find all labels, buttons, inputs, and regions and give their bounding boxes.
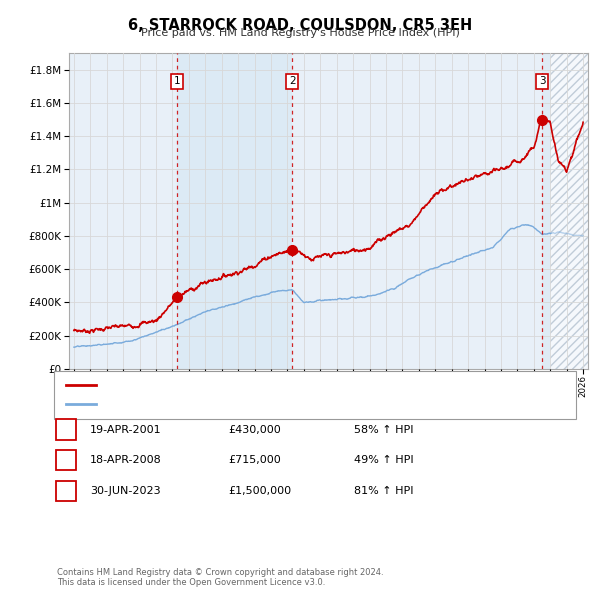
Text: 6, STARROCK ROAD, COULSDON, CR5 3EH: 6, STARROCK ROAD, COULSDON, CR5 3EH bbox=[128, 18, 472, 32]
Text: £430,000: £430,000 bbox=[228, 425, 281, 434]
Text: 58% ↑ HPI: 58% ↑ HPI bbox=[354, 425, 413, 434]
Text: Price paid vs. HM Land Registry's House Price Index (HPI): Price paid vs. HM Land Registry's House … bbox=[140, 28, 460, 38]
Text: 3: 3 bbox=[62, 486, 70, 496]
Text: 3: 3 bbox=[539, 76, 545, 86]
Text: 49% ↑ HPI: 49% ↑ HPI bbox=[354, 455, 413, 465]
Text: £715,000: £715,000 bbox=[228, 455, 281, 465]
Text: 81% ↑ HPI: 81% ↑ HPI bbox=[354, 486, 413, 496]
Text: £1,500,000: £1,500,000 bbox=[228, 486, 291, 496]
Text: Contains HM Land Registry data © Crown copyright and database right 2024.: Contains HM Land Registry data © Crown c… bbox=[57, 568, 383, 577]
Text: 18-APR-2008: 18-APR-2008 bbox=[90, 455, 162, 465]
Text: 2: 2 bbox=[289, 76, 296, 86]
Text: 1: 1 bbox=[174, 76, 181, 86]
Text: HPI: Average price, detached house, Croydon: HPI: Average price, detached house, Croy… bbox=[102, 399, 338, 409]
Text: 30-JUN-2023: 30-JUN-2023 bbox=[90, 486, 161, 496]
Bar bbox=[542, 53, 550, 369]
Bar bbox=[178, 53, 292, 369]
Bar bbox=[550, 53, 600, 369]
Bar bbox=[550, 53, 600, 369]
Text: 2: 2 bbox=[62, 455, 70, 465]
Text: 19-APR-2001: 19-APR-2001 bbox=[90, 425, 161, 434]
Text: 1: 1 bbox=[62, 425, 70, 434]
Text: 6, STARROCK ROAD, COULSDON, CR5 3EH (detached house): 6, STARROCK ROAD, COULSDON, CR5 3EH (det… bbox=[102, 381, 418, 391]
Text: This data is licensed under the Open Government Licence v3.0.: This data is licensed under the Open Gov… bbox=[57, 578, 325, 587]
